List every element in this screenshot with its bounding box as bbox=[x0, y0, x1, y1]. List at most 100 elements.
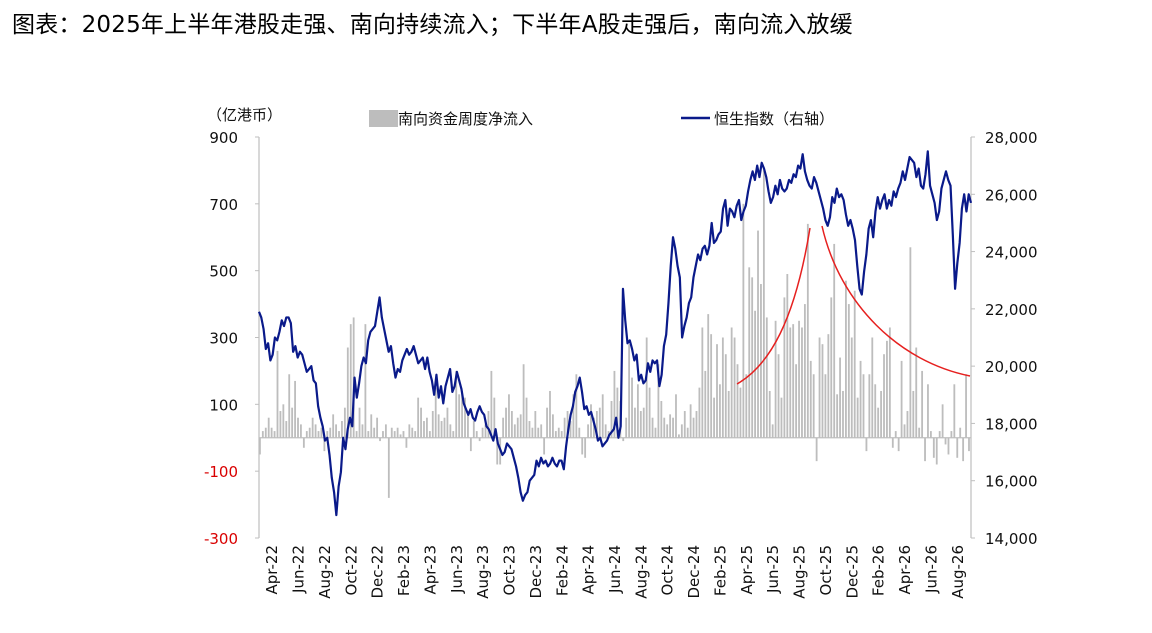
bar bbox=[487, 411, 490, 438]
bar bbox=[613, 370, 616, 438]
bar bbox=[346, 347, 349, 438]
bar bbox=[786, 274, 789, 438]
bar bbox=[824, 374, 827, 438]
x-tick-label: Aug-25 bbox=[791, 545, 809, 599]
bar bbox=[815, 437, 818, 462]
bar bbox=[695, 411, 698, 438]
bar bbox=[768, 390, 771, 438]
bar bbox=[663, 417, 666, 438]
legend-bar-swatch bbox=[369, 110, 398, 127]
bar bbox=[428, 431, 431, 438]
bar bbox=[449, 424, 452, 438]
bar bbox=[780, 397, 783, 438]
bar bbox=[516, 417, 519, 438]
bar bbox=[493, 397, 496, 438]
left-tick-label: 100 bbox=[209, 396, 238, 414]
bar bbox=[329, 427, 332, 438]
right-tick-label: 16,000 bbox=[985, 473, 1038, 491]
bar bbox=[680, 424, 683, 438]
bar bbox=[803, 304, 806, 438]
bar bbox=[710, 334, 713, 438]
bar bbox=[349, 324, 352, 438]
bar bbox=[393, 431, 396, 438]
bar bbox=[525, 397, 528, 438]
bar bbox=[481, 427, 484, 438]
bar bbox=[390, 427, 393, 438]
bar bbox=[683, 411, 686, 438]
bar bbox=[311, 417, 314, 438]
bar bbox=[792, 324, 795, 438]
bar bbox=[798, 320, 800, 438]
right-tick-label: 24,000 bbox=[985, 244, 1038, 262]
bar bbox=[645, 337, 648, 438]
bar bbox=[604, 424, 607, 438]
bar bbox=[437, 414, 440, 438]
right-tick-labels: 28,000 26,000 24,000 22,000 20,000 18,000 16,0… bbox=[971, 129, 1038, 548]
bar bbox=[543, 437, 546, 455]
right-tick-label: 26,000 bbox=[985, 186, 1038, 204]
bar bbox=[891, 437, 894, 448]
x-tick-label: Feb-25 bbox=[711, 545, 729, 596]
bar bbox=[762, 170, 765, 438]
bar bbox=[947, 437, 950, 455]
bar bbox=[968, 437, 970, 452]
x-tick-label: Jun-24 bbox=[606, 545, 624, 594]
bar bbox=[818, 337, 821, 438]
bar bbox=[648, 387, 651, 438]
x-tick-label: Oct-24 bbox=[659, 545, 677, 595]
bar bbox=[458, 394, 461, 438]
bar bbox=[510, 411, 513, 438]
bar bbox=[467, 411, 469, 438]
bar bbox=[522, 364, 525, 438]
left-axis-unit: （亿港币） bbox=[207, 106, 282, 124]
bar bbox=[639, 411, 642, 438]
bar bbox=[906, 411, 909, 438]
bar bbox=[877, 407, 880, 438]
x-tick-label: Jun-22 bbox=[290, 545, 308, 594]
bar bbox=[827, 334, 830, 438]
left-tick-label: 500 bbox=[209, 263, 238, 281]
bar bbox=[502, 417, 505, 438]
bar bbox=[505, 407, 507, 438]
x-tick-label: Jun-26 bbox=[922, 545, 940, 594]
left-tick-label: 900 bbox=[209, 129, 238, 147]
bar bbox=[367, 431, 370, 438]
bar bbox=[569, 421, 572, 438]
bar bbox=[806, 223, 809, 438]
bar bbox=[590, 404, 592, 438]
bar bbox=[610, 400, 613, 438]
legend-line-label: 恒生指数（右轴） bbox=[714, 110, 834, 128]
bar bbox=[774, 320, 777, 438]
bar bbox=[751, 277, 754, 438]
bar bbox=[912, 390, 915, 438]
bar bbox=[962, 437, 965, 462]
bar bbox=[675, 394, 677, 438]
bar bbox=[821, 344, 824, 438]
bar bbox=[935, 437, 938, 465]
bar bbox=[865, 437, 868, 452]
bar bbox=[833, 243, 836, 438]
bar bbox=[508, 394, 510, 438]
bar bbox=[595, 411, 598, 438]
bar bbox=[285, 421, 288, 438]
bar bbox=[719, 384, 721, 438]
x-tick-label: Apr-24 bbox=[580, 545, 598, 595]
bar bbox=[423, 421, 425, 438]
bar bbox=[552, 414, 554, 438]
bar bbox=[765, 317, 768, 438]
bar bbox=[475, 431, 478, 438]
bar bbox=[868, 374, 871, 438]
bar bbox=[622, 437, 625, 442]
bar bbox=[707, 314, 710, 438]
bar bbox=[736, 364, 739, 438]
bar bbox=[490, 370, 493, 438]
bar bbox=[666, 424, 669, 438]
bar bbox=[924, 437, 926, 462]
bar bbox=[581, 437, 584, 455]
bar bbox=[534, 411, 537, 438]
x-tick-label: Jun-25 bbox=[764, 545, 782, 594]
bar bbox=[443, 417, 446, 438]
bar bbox=[842, 390, 844, 438]
bar bbox=[721, 337, 724, 438]
